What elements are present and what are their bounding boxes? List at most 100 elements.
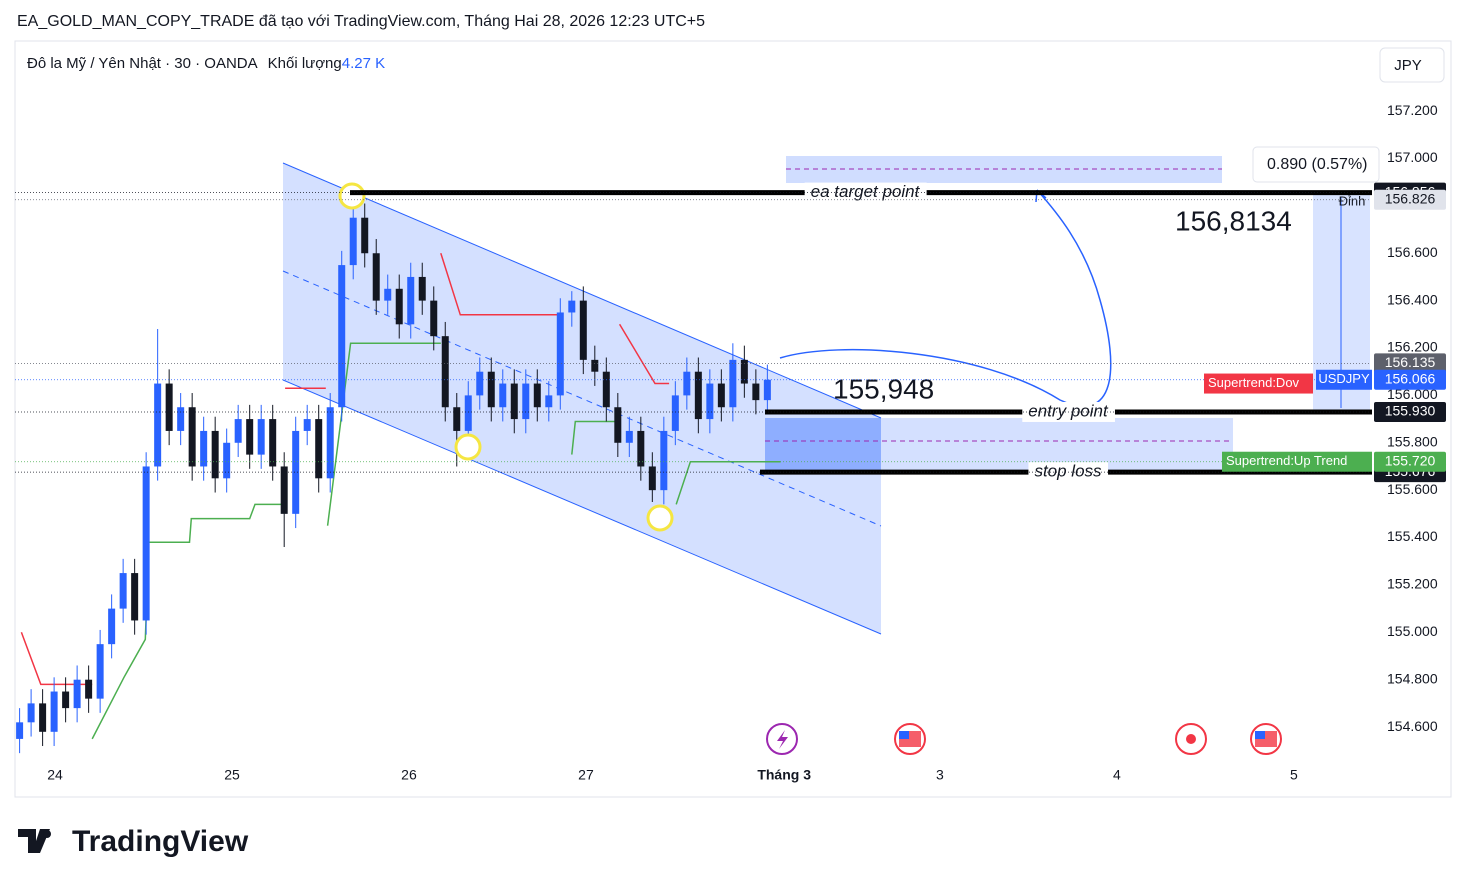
event-glyph bbox=[1186, 734, 1196, 744]
candle-body bbox=[384, 288, 392, 301]
candle-body bbox=[453, 407, 461, 431]
candle-body bbox=[131, 573, 139, 621]
candle-body bbox=[142, 466, 150, 621]
y-tick-label: 155.800 bbox=[1387, 433, 1438, 449]
event-glyph bbox=[777, 730, 788, 749]
candle-body bbox=[200, 430, 208, 467]
candle-body bbox=[418, 276, 426, 301]
swing-marker bbox=[646, 504, 674, 532]
y-tick-label: 155.600 bbox=[1387, 481, 1438, 497]
projection-arrow bbox=[779, 189, 1112, 407]
entry-zone-overlap bbox=[765, 418, 881, 470]
candle-body bbox=[108, 608, 116, 645]
candle-body bbox=[27, 703, 35, 723]
y-tick-label: 156.600 bbox=[1387, 244, 1438, 260]
y-tick-label: 157.200 bbox=[1387, 102, 1438, 118]
candle-body bbox=[487, 371, 495, 408]
x-tick-label: 27 bbox=[578, 767, 594, 783]
y-tick-label: 155.200 bbox=[1387, 576, 1438, 592]
candle-body bbox=[349, 217, 357, 266]
currency: JPY bbox=[1394, 57, 1422, 74]
channel bbox=[283, 163, 881, 634]
candle-body bbox=[591, 359, 599, 372]
candle-body bbox=[50, 691, 58, 732]
candle-body bbox=[545, 395, 553, 408]
candle-body bbox=[188, 407, 196, 467]
candle-body bbox=[326, 407, 334, 479]
channel-mid bbox=[282, 270, 882, 527]
candle-body bbox=[637, 430, 645, 467]
supertrend-line bbox=[20, 252, 670, 686]
x-tick-label: Tháng 3 bbox=[757, 767, 811, 783]
level-label-bg bbox=[804, 182, 927, 203]
candle-body bbox=[671, 395, 679, 431]
channel-top bbox=[282, 162, 882, 419]
candle-body bbox=[579, 300, 587, 360]
peak-label: Đỉnh bbox=[1339, 193, 1366, 208]
measure-label: 0.890 (0.57%) bbox=[1267, 156, 1368, 173]
candle-body bbox=[717, 383, 725, 408]
drawings bbox=[282, 156, 1370, 635]
x-tick-label: 26 bbox=[401, 767, 417, 783]
price-tag bbox=[1374, 401, 1446, 422]
swing-marker bbox=[454, 433, 482, 461]
candle-body bbox=[361, 217, 369, 254]
candle-body bbox=[660, 430, 668, 491]
candle-body bbox=[165, 383, 173, 431]
candle-body bbox=[430, 300, 438, 337]
price-tag bbox=[1374, 353, 1446, 374]
flag-canton bbox=[899, 731, 909, 739]
y-tick-label: 155.000 bbox=[1387, 623, 1438, 639]
currency-button[interactable] bbox=[1379, 47, 1445, 83]
candle-body bbox=[476, 371, 484, 396]
candle-body bbox=[522, 383, 530, 420]
candle-body bbox=[464, 395, 472, 431]
x-tick-label: 3 bbox=[936, 767, 944, 783]
x-tick-label: 5 bbox=[1290, 767, 1298, 783]
logo-mark bbox=[18, 829, 50, 853]
candle-body bbox=[729, 359, 737, 408]
candle-body bbox=[234, 419, 242, 443]
candle-body bbox=[706, 383, 714, 420]
x-tick-label: 25 bbox=[224, 767, 240, 783]
price-tag-label: 155.930 bbox=[1385, 403, 1436, 419]
y-tick-label: 156.000 bbox=[1387, 386, 1438, 402]
candle-body bbox=[625, 430, 633, 443]
candle-body bbox=[694, 371, 702, 420]
overlays: 155,948 156,8134 0.890 (0.57%) Đỉnh ea t… bbox=[15, 146, 1446, 755]
candle-body bbox=[280, 466, 288, 514]
y-tick-label: 155.400 bbox=[1387, 528, 1438, 544]
annotation: 156,8134 bbox=[1175, 205, 1292, 236]
candle-body bbox=[407, 276, 415, 325]
series-tag bbox=[1316, 369, 1372, 390]
price-tag-label: 156.066 bbox=[1385, 370, 1436, 386]
candle-body bbox=[372, 253, 380, 301]
price-tag-label: 156.135 bbox=[1385, 354, 1436, 370]
candle-body bbox=[257, 419, 265, 455]
candle-body bbox=[395, 288, 403, 325]
candle-body bbox=[269, 419, 277, 467]
candle-body bbox=[533, 383, 541, 408]
level-label: entry point bbox=[1028, 401, 1109, 420]
candle-body bbox=[16, 722, 24, 739]
candle-body bbox=[62, 691, 70, 709]
candle-body bbox=[303, 419, 311, 431]
price-tag-label: 155.720 bbox=[1385, 452, 1436, 468]
volume-value: 4.27 K bbox=[342, 55, 385, 72]
volume-label: Khối lượng bbox=[268, 55, 342, 72]
candle-body bbox=[683, 371, 691, 396]
legend: Đô la Mỹ / Yên Nhật · 30 · OANDA Khối lượ… bbox=[27, 55, 385, 72]
candle-body bbox=[211, 430, 219, 479]
candle-body bbox=[315, 419, 323, 479]
y-tick-label: 157.000 bbox=[1387, 149, 1438, 165]
header: EA_GOLD_MAN_COPY_TRADE đã tạo với Tradin… bbox=[17, 13, 705, 30]
price-tag bbox=[1374, 189, 1446, 210]
x-tick-label: 24 bbox=[47, 767, 63, 783]
candle-body bbox=[177, 407, 185, 431]
level-label: ea target point bbox=[811, 182, 921, 201]
candle-body bbox=[73, 679, 81, 709]
candle-body bbox=[39, 703, 47, 732]
plot bbox=[16, 201, 781, 754]
price-tag bbox=[1374, 451, 1446, 472]
